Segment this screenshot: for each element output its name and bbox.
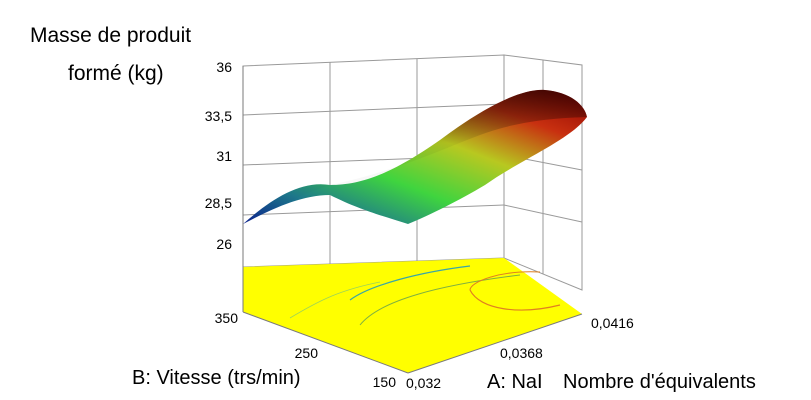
x-axis-title-extra: Nombre d'équivalents [563,371,756,393]
y-tick-label: 250 [295,345,319,361]
x-tick-label: 0,0368 [500,345,543,361]
z-tick-label: 26 [216,236,232,252]
front-edges [242,66,583,374]
x-axis-ticks: 0,032 0,0368 0,0416 [406,315,634,391]
y-tick-label: 150 [373,374,397,390]
contour-line-4 [469,271,541,291]
y-axis-ticks: 350 250 150 [215,310,397,390]
floor-contour [243,258,582,373]
floor-plane [243,258,582,373]
contour-line-5 [289,281,381,319]
contour-line-3 [469,289,561,311]
right-back-wall [503,54,583,291]
response-surface [243,89,587,225]
z-tick-label: 28,5 [205,195,232,211]
x-tick-label: 0,032 [406,375,441,391]
x-axis-title: A: NaI [487,371,543,393]
axis-titles: Masse de produit formé (kg) B: Vitesse (… [30,24,756,393]
z-axis-title-line1: Masse de produit [30,24,191,47]
contour-line-1 [349,265,471,301]
contour-line-2 [359,274,521,326]
z-axis-title-line2: formé (kg) [68,62,164,85]
z-tick-label: 36 [216,59,232,75]
edge-floor-front-right [407,313,583,374]
surface-top-shade [243,89,587,225]
z-tick-label: 33,5 [205,108,232,124]
y-tick-label: 350 [215,310,239,326]
z-axis-ticks: 36 33,5 31 28,5 26 [205,59,232,252]
edge-floor-front-left [242,311,409,374]
z-tick-label: 31 [216,148,232,164]
wall-hline-1 [242,103,505,116]
x-tick-label: 0,0416 [591,315,634,331]
y-axis-title: B: Vitesse (trs/min) [132,367,301,389]
